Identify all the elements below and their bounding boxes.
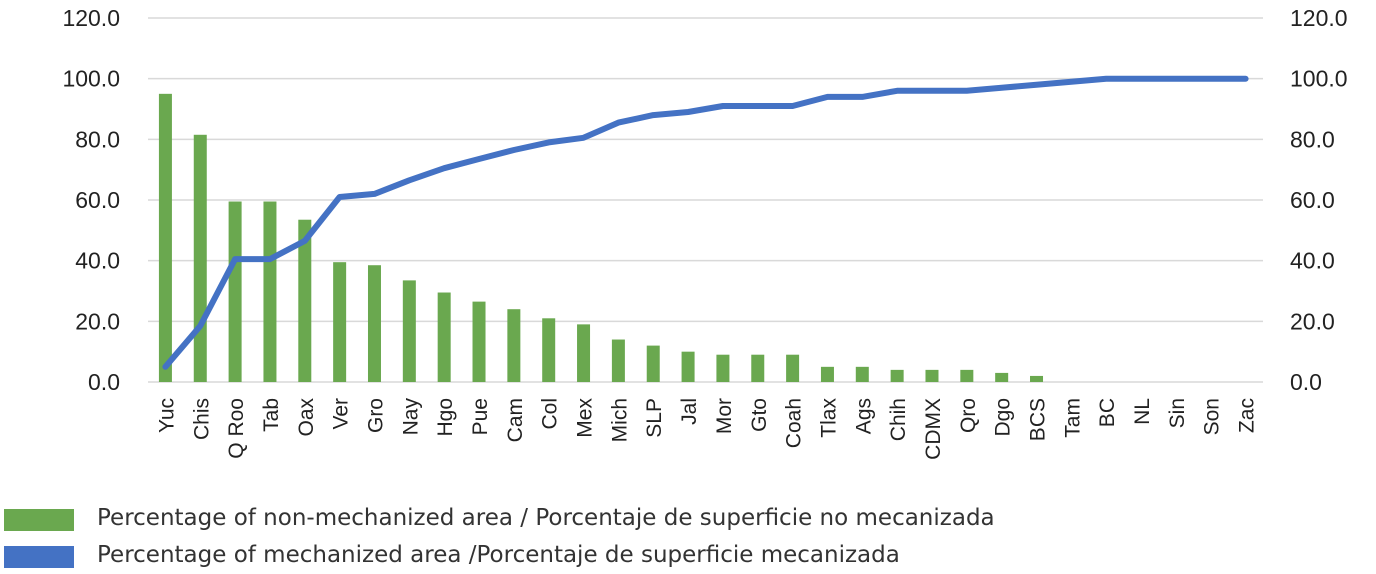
y-tick-label: 20.0: [75, 308, 120, 334]
left-y-axis: 0.0 20.0 40.0 60.0 80.0 100.0 120.0: [62, 5, 120, 395]
legend-item-mechanized: Percentage of mechanized area /Porcentaj…: [0, 540, 1376, 574]
x-tick-label: Chih: [887, 398, 910, 441]
bar: [507, 309, 521, 382]
x-tick-label: BC: [1096, 398, 1119, 427]
x-tick-label: Jal: [678, 398, 701, 425]
y-tick-label: 40.0: [75, 248, 120, 274]
x-tick-label: Ags: [852, 398, 875, 434]
bar: [1030, 375, 1044, 382]
bar: [786, 354, 800, 382]
x-tick-label: Zac: [1236, 398, 1259, 433]
x-tick-label: Qro: [957, 398, 980, 433]
y2-tick-label: 100.0: [1290, 66, 1348, 92]
bar: [298, 219, 312, 382]
x-tick-label: Oax: [295, 398, 318, 437]
x-tick-label: Tab: [260, 398, 283, 432]
bar: [367, 265, 381, 382]
right-y-axis: 0.0 20.0 40.0 60.0 80.0 100.0 120.0: [1290, 5, 1348, 395]
bar: [228, 201, 242, 382]
x-tick-label: Tam: [1061, 398, 1084, 438]
y-tick-label: 80.0: [75, 126, 120, 152]
bar: [890, 369, 904, 382]
y2-tick-label: 60.0: [1290, 187, 1335, 213]
x-tick-label: Q Roo: [225, 398, 248, 459]
pareto-chart: 0.0 20.0 40.0 60.0 80.0 100.0 120.0 0.0 20.0 40.…: [62, 5, 1348, 460]
bar: [333, 262, 347, 382]
bar: [611, 339, 625, 382]
bar: [437, 292, 451, 382]
y-tick-label: 0.0: [88, 369, 120, 395]
y-tick-label: 100.0: [62, 66, 120, 92]
y2-tick-label: 0.0: [1290, 369, 1322, 395]
legend-label-mechanized: Percentage of mechanized area /Porcentaj…: [97, 542, 900, 568]
y2-tick-label: 120.0: [1290, 5, 1348, 31]
x-tick-label: Tlax: [817, 398, 840, 438]
bar: [193, 134, 207, 382]
series-line: [162, 75, 1249, 370]
x-tick-label: Dgo: [992, 398, 1015, 437]
x-tick-label: Mex: [574, 398, 597, 438]
x-tick-label: NL: [1131, 398, 1154, 425]
x-axis-categories: Yuc Chis Q Roo Tab Oax Ver Gro Nay Hgo Pue Cam Col M…: [155, 398, 1258, 460]
x-tick-label: Pue: [469, 398, 492, 435]
legend-label-non-mechanized: Percentage of non-mechanized area / Porc…: [97, 505, 995, 531]
legend-swatch-line: [4, 546, 74, 568]
y2-tick-label: 80.0: [1290, 126, 1335, 152]
bar: [646, 345, 660, 382]
gridlines: [148, 17, 1263, 383]
x-tick-label: Mor: [713, 398, 736, 434]
x-tick-label: CDMX: [922, 398, 945, 460]
x-tick-label: BCS: [1027, 398, 1050, 441]
bar: [402, 280, 416, 382]
bar: [542, 318, 556, 382]
x-tick-label: Yuc: [155, 398, 178, 433]
bar: [751, 354, 765, 382]
y2-tick-label: 20.0: [1290, 308, 1335, 334]
bar: [158, 93, 172, 382]
bar: [716, 354, 730, 382]
x-tick-label: Nay: [399, 398, 422, 436]
bar: [995, 372, 1009, 382]
bar: [263, 201, 277, 382]
bar: [577, 324, 591, 382]
bar: [472, 301, 486, 382]
x-tick-label: Mich: [608, 398, 631, 442]
x-tick-label: Ver: [330, 398, 353, 430]
y-tick-label: 60.0: [75, 187, 120, 213]
x-tick-label: Hgo: [434, 398, 457, 437]
line-series: [162, 75, 1249, 370]
bar: [925, 369, 939, 382]
x-tick-label: Chis: [190, 398, 213, 440]
legend-swatch-bar: [4, 509, 74, 531]
bar-series: [158, 93, 1044, 382]
bar: [820, 366, 834, 382]
x-tick-label: Col: [539, 398, 562, 430]
y2-tick-label: 40.0: [1290, 248, 1335, 274]
bar: [681, 351, 695, 382]
y-tick-label: 120.0: [62, 5, 120, 31]
x-tick-label: Coah: [783, 398, 806, 448]
legend-item-non-mechanized: Percentage of non-mechanized area / Porc…: [0, 503, 1376, 537]
bar: [855, 366, 869, 382]
bar: [960, 369, 974, 382]
x-tick-label: Gro: [364, 398, 387, 433]
x-tick-label: Gto: [748, 398, 771, 432]
x-tick-label: Cam: [504, 398, 527, 442]
x-tick-label: Sin: [1166, 398, 1189, 428]
x-tick-label: SLP: [643, 398, 666, 438]
x-tick-label: Son: [1201, 398, 1224, 435]
